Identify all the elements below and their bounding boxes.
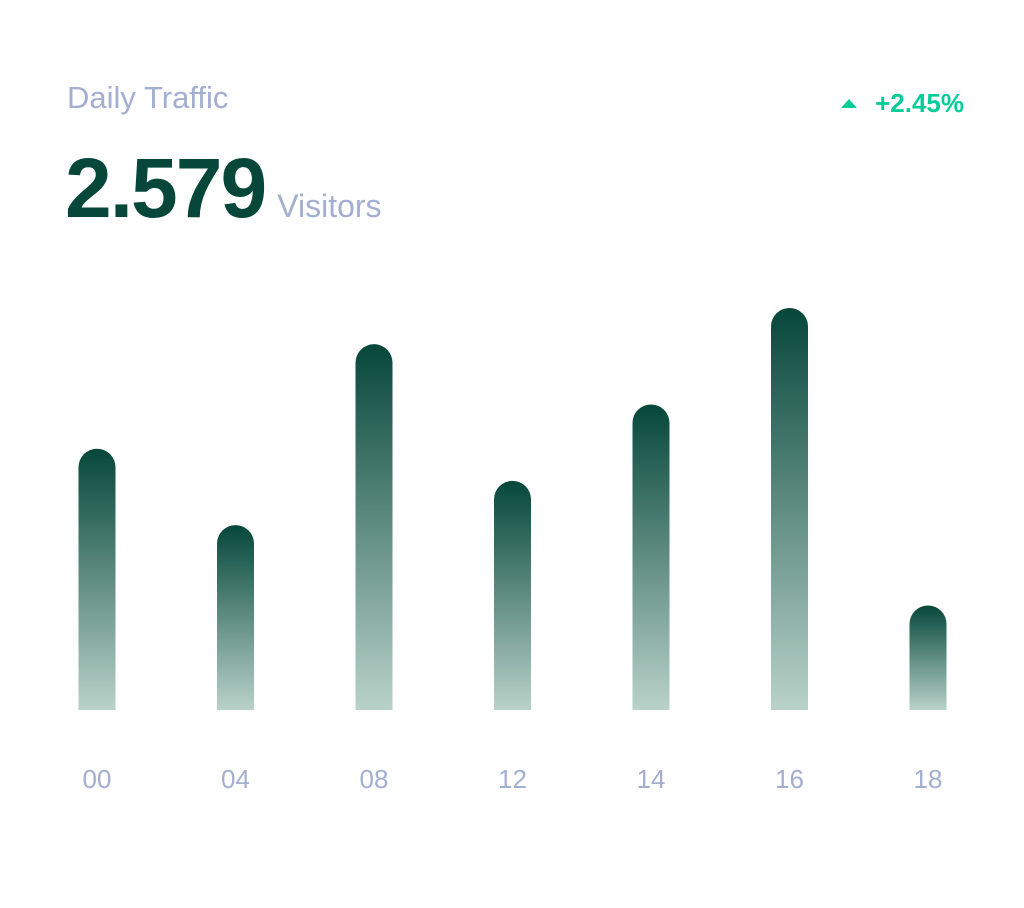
bar-18: [909, 605, 947, 710]
x-tick-label: 18: [914, 764, 943, 794]
triangle-up-icon: [841, 99, 858, 108]
visitor-unit: Visitors: [277, 188, 382, 224]
bar-04: [217, 525, 254, 710]
bar-16: [771, 308, 808, 710]
visitor-total: 2.579 Visitors: [65, 140, 382, 237]
x-tick-label: 16: [775, 764, 804, 794]
bar-14: [632, 404, 670, 710]
x-tick-label: 14: [637, 764, 666, 794]
visitor-count: 2.579: [65, 141, 267, 235]
x-tick-label: 12: [498, 764, 527, 794]
bar-08: [355, 344, 393, 710]
x-tick-label: 04: [221, 764, 250, 794]
x-tick-label: 00: [83, 764, 112, 794]
bar-12: [494, 480, 531, 710]
chart-title: Daily Traffic: [67, 80, 229, 115]
x-tick-label: 08: [360, 764, 389, 794]
change-value: +2.45%: [875, 88, 964, 118]
bar-00: [78, 448, 116, 710]
change-indicator: +2.45%: [841, 88, 964, 119]
